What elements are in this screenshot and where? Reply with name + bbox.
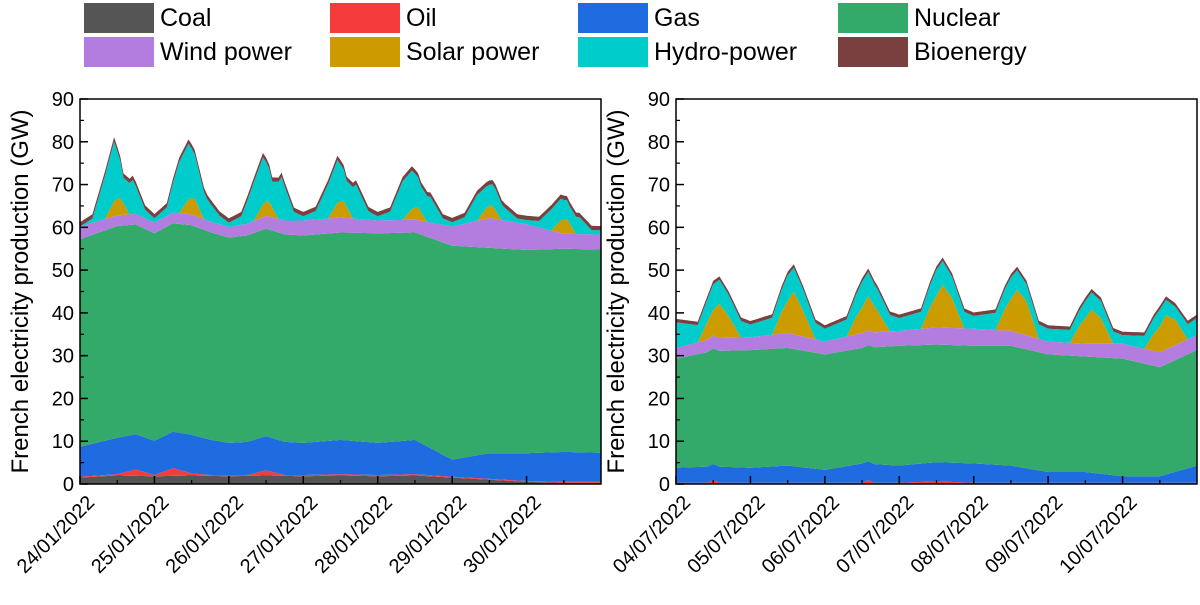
x-tick-label: 26/01/2022 bbox=[162, 492, 248, 578]
y-tick-label: 10 bbox=[52, 431, 74, 453]
legend-label: Gas bbox=[654, 3, 700, 32]
x-tick-label: 27/01/2022 bbox=[236, 492, 322, 578]
area-hydro-power bbox=[676, 260, 1197, 349]
legend-swatch bbox=[84, 37, 154, 67]
chart-2: 010203040506070809004/07/202205/07/20220… bbox=[603, 89, 1198, 578]
legend-item-solar-power: Solar power bbox=[330, 35, 539, 69]
legend-swatch bbox=[578, 3, 648, 33]
y-tick-label: 0 bbox=[659, 474, 670, 496]
x-tick-label: 07/07/2022 bbox=[832, 492, 918, 578]
y-tick-label: 80 bbox=[52, 132, 74, 154]
legend-swatch bbox=[578, 37, 648, 67]
x-tick-label: 10/07/2022 bbox=[1055, 492, 1141, 578]
legend-swatch bbox=[330, 37, 400, 67]
legend-item-oil: Oil bbox=[330, 1, 437, 35]
y-tick-label: 90 bbox=[648, 89, 670, 111]
y-tick-label: 50 bbox=[648, 260, 670, 282]
y-tick-label: 50 bbox=[52, 260, 74, 282]
x-tick-label: 05/07/2022 bbox=[683, 492, 769, 578]
legend-label: Nuclear bbox=[914, 3, 1001, 32]
x-tick-label: 08/07/2022 bbox=[907, 492, 993, 578]
area-nuclear bbox=[80, 223, 601, 460]
legend-label: Wind power bbox=[160, 37, 292, 66]
legend-item-wind-power: Wind power bbox=[84, 35, 292, 69]
y-axis-title: French electricity production (GW) bbox=[7, 109, 34, 473]
legend-swatch bbox=[838, 3, 908, 33]
y-axis-title: French electricity production (GW) bbox=[603, 109, 630, 473]
y-tick-label: 40 bbox=[52, 303, 74, 325]
legend-label: Coal bbox=[160, 3, 212, 32]
y-tick-label: 90 bbox=[52, 89, 74, 111]
y-tick-label: 80 bbox=[648, 132, 670, 154]
y-tick-label: 30 bbox=[52, 346, 74, 368]
area-coal bbox=[80, 475, 601, 484]
area-gas bbox=[676, 461, 1197, 483]
legend-label: Solar power bbox=[406, 37, 540, 66]
y-tick-label: 60 bbox=[52, 217, 74, 239]
y-tick-label: 0 bbox=[63, 474, 74, 496]
legend-swatch bbox=[84, 3, 154, 33]
y-tick-label: 30 bbox=[648, 346, 670, 368]
area-wind-power bbox=[80, 212, 601, 251]
x-tick-label: 06/07/2022 bbox=[758, 492, 844, 578]
area-solar-power bbox=[676, 284, 1197, 353]
area-gas bbox=[80, 431, 601, 482]
y-tick-label: 70 bbox=[648, 175, 670, 197]
legend-item-nuclear: Nuclear bbox=[838, 1, 1000, 35]
chart-1: 010203040506070809024/01/202225/01/20222… bbox=[7, 89, 602, 578]
legend-label: Hydro-power bbox=[654, 37, 798, 66]
chart-legend: Coal Oil Gas Nuclear Wind power Solar power Hy… bbox=[0, 0, 1200, 72]
y-tick-label: 20 bbox=[52, 388, 74, 410]
legend-item-hydro-power: Hydro-power bbox=[578, 35, 797, 69]
x-tick-label: 04/07/2022 bbox=[609, 492, 695, 578]
y-tick-label: 10 bbox=[648, 431, 670, 453]
legend-item-coal: Coal bbox=[84, 1, 211, 35]
area-hydro-power bbox=[80, 141, 601, 235]
x-tick-label: 28/01/2022 bbox=[311, 492, 397, 578]
legend-item-bioenergy: Bioenergy bbox=[838, 35, 1027, 69]
legend-swatch bbox=[330, 3, 400, 33]
x-tick-label: 24/01/2022 bbox=[13, 492, 99, 578]
legend-swatch bbox=[838, 37, 908, 67]
y-tick-label: 40 bbox=[648, 303, 670, 325]
x-tick-label: 30/01/2022 bbox=[459, 492, 545, 578]
legend-item-gas: Gas bbox=[578, 1, 700, 35]
legend-label: Oil bbox=[406, 3, 437, 32]
x-tick-label: 09/07/2022 bbox=[981, 492, 1067, 578]
y-tick-label: 70 bbox=[52, 175, 74, 197]
area-oil bbox=[80, 468, 601, 483]
y-tick-label: 60 bbox=[648, 217, 670, 239]
area-wind-power bbox=[676, 327, 1197, 368]
x-tick-label: 25/01/2022 bbox=[87, 492, 173, 578]
area-solar-power bbox=[80, 197, 601, 235]
area-nuclear bbox=[676, 344, 1197, 477]
y-tick-label: 20 bbox=[648, 388, 670, 410]
x-tick-label: 29/01/2022 bbox=[385, 492, 471, 578]
legend-label: Bioenergy bbox=[914, 37, 1027, 66]
